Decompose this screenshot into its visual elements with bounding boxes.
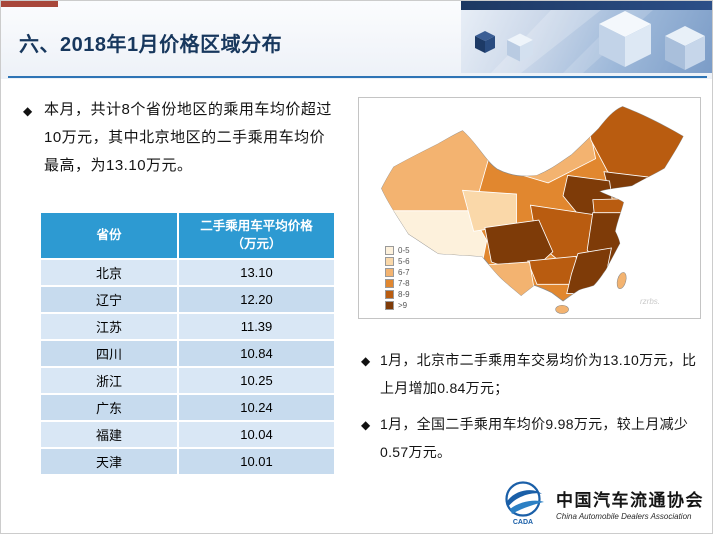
table-header-row: 省份 二手乘用车平均价格（万元） — [41, 213, 334, 260]
province-cell: 福建 — [41, 422, 177, 449]
cada-logo-text: CADA — [513, 519, 533, 526]
legend-item: 8-9 — [385, 290, 410, 299]
legend-label: >9 — [398, 301, 408, 310]
table-row: 北京 13.10 — [41, 260, 334, 287]
slide-header: 六、2018年1月价格区域分布 — [1, 1, 712, 79]
legend-item: 0-5 — [385, 246, 410, 255]
legend-swatch — [385, 290, 394, 299]
header-decoration — [461, 1, 712, 73]
cubes-illustration — [475, 10, 705, 73]
table-row: 天津 10.01 — [41, 449, 334, 476]
page-title: 六、2018年1月价格区域分布 — [19, 34, 283, 56]
legend-swatch — [385, 301, 394, 310]
china-map-panel: 0-5 5-6 6-7 7-8 8-9 >9 rzrbs. — [358, 97, 701, 319]
org-name-cn: 中国汽车流通协会 — [556, 490, 704, 510]
table-row: 福建 10.04 — [41, 422, 334, 449]
legend-label: 0-5 — [398, 246, 410, 255]
note-text: 1月，全国二手乘用车均价9.98万元，较上月减少0.57万元。 — [380, 416, 689, 460]
legend-item: 5-6 — [385, 257, 410, 266]
legend-label: 8-9 — [398, 290, 410, 299]
price-cell: 13.10 — [177, 260, 334, 287]
price-cell: 12.20 — [177, 287, 334, 314]
map-region-yunnan — [488, 261, 537, 301]
price-cell: 10.01 — [177, 449, 334, 476]
header-underline — [8, 76, 707, 78]
legend-item: >9 — [385, 301, 410, 310]
table-header-province: 省份 — [41, 213, 177, 260]
map-legend: 0-5 5-6 6-7 7-8 8-9 >9 — [385, 246, 410, 310]
org-name-en: China Automobile Dealers Association — [556, 511, 692, 521]
legend-swatch — [385, 279, 394, 288]
province-cell: 四川 — [41, 341, 177, 368]
legend-label: 5-6 — [398, 257, 410, 266]
bullet-icon: ◆ — [361, 354, 371, 368]
price-cell: 10.04 — [177, 422, 334, 449]
china-choropleth-map — [381, 106, 684, 314]
price-table: 省份 二手乘用车平均价格（万元） 北京 13.10 辽宁 12.20 江苏 11.39 四川… — [41, 213, 334, 476]
note-item: ◆ 1月，北京市二手乘用车交易均价为13.10万元，比上月增加0.84万元； — [361, 346, 701, 402]
table-row: 江苏 11.39 — [41, 314, 334, 341]
price-cell: 10.25 — [177, 368, 334, 395]
legend-swatch — [385, 257, 394, 266]
bullet-icon: ◆ — [23, 104, 33, 118]
notes-list: ◆ 1月，北京市二手乘用车交易均价为13.10万元，比上月增加0.84万元； ◆ 1月… — [361, 346, 701, 474]
table-header-price: 二手乘用车平均价格（万元） — [177, 213, 334, 260]
price-cell: 11.39 — [177, 314, 334, 341]
price-cell: 10.24 — [177, 395, 334, 422]
note-text: 1月，北京市二手乘用车交易均价为13.10万元，比上月增加0.84万元； — [380, 352, 697, 396]
province-cell: 浙江 — [41, 368, 177, 395]
map-region-hainan — [555, 304, 569, 314]
legend-swatch — [385, 246, 394, 255]
table-row: 广东 10.24 — [41, 395, 334, 422]
price-cell: 10.84 — [177, 341, 334, 368]
legend-label: 6-7 — [398, 268, 410, 277]
legend-item: 7-8 — [385, 279, 410, 288]
header-accent-strip — [1, 1, 58, 7]
note-item: ◆ 1月，全国二手乘用车均价9.98万元，较上月减少0.57万元。 — [361, 410, 701, 466]
cada-logo-icon: CADA — [505, 481, 544, 526]
province-cell: 广东 — [41, 395, 177, 422]
intro-paragraph: ◆ 本月，共计8个省份地区的乘用车均价超过10万元，其中北京地区的二手乘用车均价… — [23, 96, 335, 180]
province-cell: 辽宁 — [41, 287, 177, 314]
table-row: 浙江 10.25 — [41, 368, 334, 395]
header-navy-bar — [461, 1, 712, 10]
legend-item: 6-7 — [385, 268, 410, 277]
table-row: 辽宁 12.20 — [41, 287, 334, 314]
province-cell: 天津 — [41, 449, 177, 476]
map-watermark: rzrbs. — [640, 297, 660, 306]
legend-label: 7-8 — [398, 279, 410, 288]
province-cell: 北京 — [41, 260, 177, 287]
intro-text: 本月，共计8个省份地区的乘用车均价超过10万元，其中北京地区的二手乘用车均价最高… — [44, 101, 332, 174]
footer-logo: CADA 中国汽车流通协会 China Automobile Dealers A… — [501, 479, 704, 527]
map-region-taiwan — [616, 272, 627, 290]
legend-swatch — [385, 268, 394, 277]
bullet-icon: ◆ — [361, 418, 371, 432]
price-table-body: 北京 13.10 辽宁 12.20 江苏 11.39 四川 10.84 浙江 10.25 广东 10.… — [41, 260, 334, 476]
table-row: 四川 10.84 — [41, 341, 334, 368]
province-cell: 江苏 — [41, 314, 177, 341]
